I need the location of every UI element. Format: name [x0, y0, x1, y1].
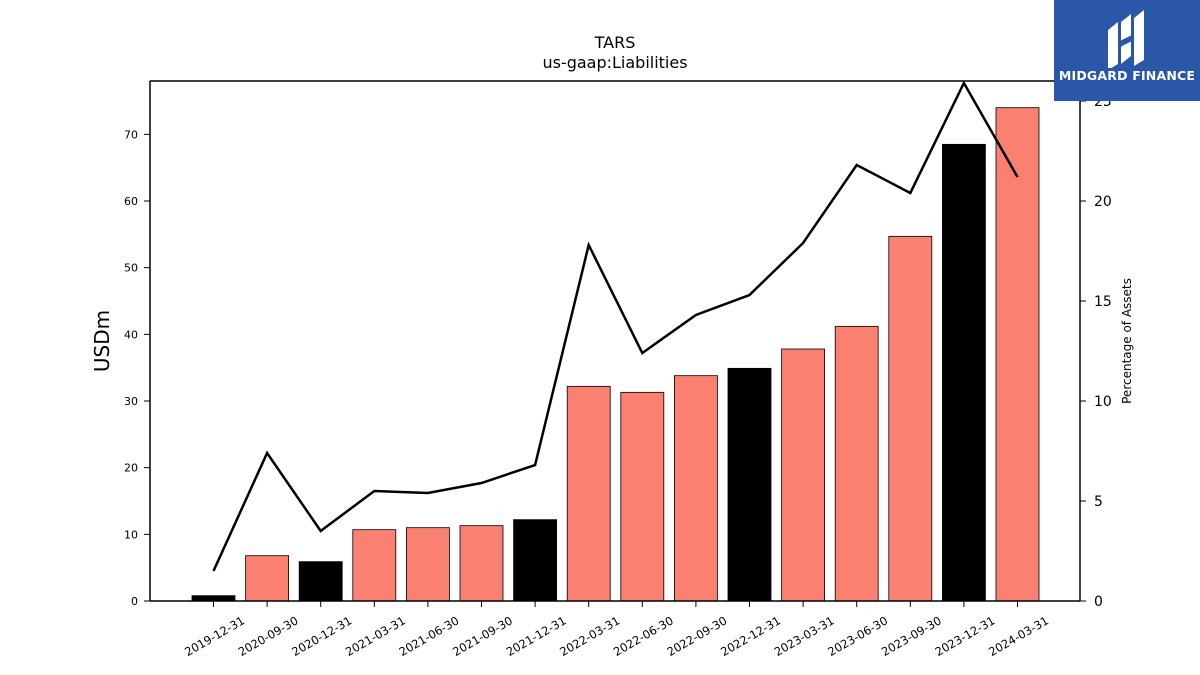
logo-text: MIDGARD FINANCE [1058, 68, 1196, 83]
x-tick-label: 2022-03-31 [557, 613, 622, 659]
y-tick-label: 30 [124, 395, 138, 408]
y2-tick-label: 15 [1094, 294, 1112, 310]
bar-2021-09-30 [459, 525, 504, 602]
y2-axis-label: Percentage of Assets [1120, 278, 1134, 404]
x-tick-label: 2019-12-31 [182, 613, 247, 659]
bar-2023-06-30 [834, 325, 879, 602]
x-tick-label: 2022-12-31 [718, 613, 783, 659]
x-tick-label: 2022-09-30 [665, 613, 730, 659]
bar-2023-12-31 [942, 143, 986, 602]
y2-tick-label: 0 [1094, 594, 1103, 610]
y-tick-label: 10 [124, 528, 138, 541]
x-tick-label: 2023-06-30 [825, 613, 890, 659]
bar-2022-03-31 [566, 385, 611, 602]
chart-subtitle: us-gaap:Liabilities [542, 53, 687, 72]
bar-2022-06-30 [620, 391, 665, 602]
x-tick-label: 2024-03-31 [986, 613, 1051, 659]
percentage-line [212, 80, 1019, 572]
x-tick-label: 2020-12-31 [289, 613, 354, 659]
y-tick-label: 0 [131, 595, 138, 608]
y-tick-label: 70 [124, 128, 138, 141]
y-tick-label: 50 [124, 262, 138, 275]
bar-2024-03-31 [995, 107, 1040, 602]
y2-tick-label: 10 [1094, 394, 1112, 410]
chart-title: TARS [594, 33, 636, 52]
x-tick-label: 2023-03-31 [772, 613, 837, 659]
y2-tick-label: 20 [1094, 194, 1112, 210]
bar-2021-12-31 [513, 519, 557, 602]
y-tick-label: 40 [124, 328, 138, 341]
y-tick-label: 60 [124, 195, 138, 208]
x-tick-label: 2021-03-31 [343, 613, 408, 659]
bar-2023-09-30 [888, 235, 933, 602]
x-tick-label: 2021-12-31 [504, 613, 569, 659]
bar-2022-12-31 [727, 367, 772, 602]
x-tick-label: 2023-12-31 [933, 613, 998, 659]
midgard-logo: MIDGARD FINANCE [1054, 0, 1200, 101]
y-axis-label: USDm [90, 310, 114, 372]
bar-2020-09-30 [245, 555, 290, 602]
bar-2023-03-31 [781, 348, 825, 602]
bar-2020-12-31 [298, 561, 343, 602]
bar-2019-12-31 [191, 595, 236, 602]
y2-tick-label: 5 [1094, 494, 1103, 510]
x-tick-label: 2022-06-30 [611, 613, 676, 659]
x-tick-label: 2021-09-30 [450, 613, 515, 659]
x-tick-label: 2021-06-30 [397, 613, 462, 659]
x-tick-label: 2023-09-30 [879, 613, 944, 659]
x-tick-label: 2020-09-30 [236, 613, 301, 659]
bar-2022-09-30 [674, 375, 718, 602]
bar-2021-06-30 [405, 527, 450, 602]
midgard-logo-icon [1108, 10, 1144, 68]
bar-2021-03-31 [352, 529, 397, 602]
y-tick-label: 20 [124, 462, 138, 475]
